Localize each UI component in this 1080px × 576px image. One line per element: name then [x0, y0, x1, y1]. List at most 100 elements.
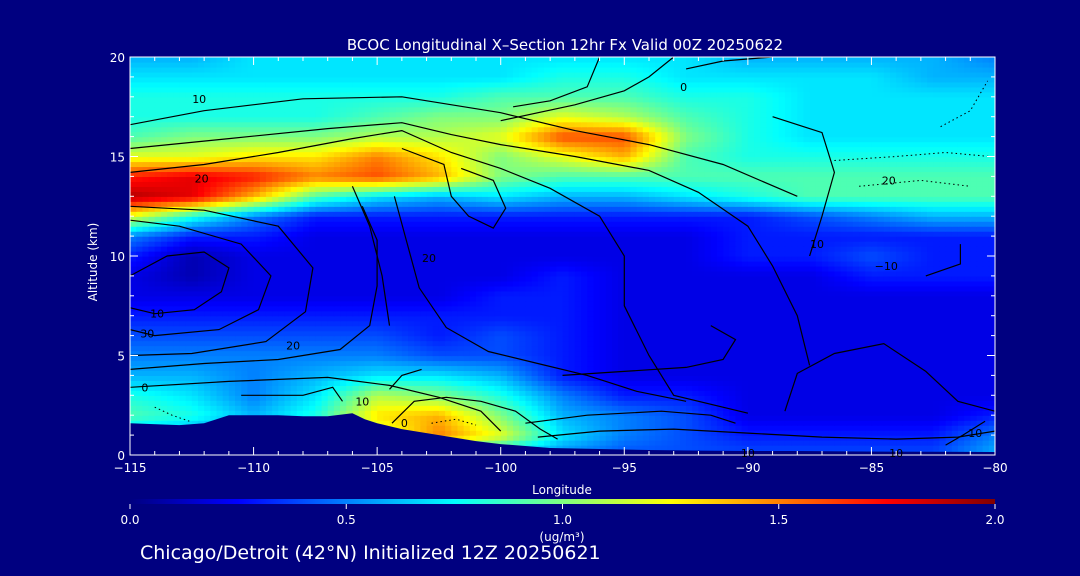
heatmap-cell: [173, 400, 180, 406]
heatmap-cell: [785, 316, 792, 322]
heatmap-cell: [513, 336, 520, 342]
heatmap-cell: [933, 445, 940, 451]
heatmap-cell: [346, 331, 353, 337]
heatmap-cell: [773, 395, 780, 401]
heatmap-cell: [680, 291, 687, 297]
heatmap-cell: [563, 326, 570, 332]
heatmap-cell: [532, 296, 539, 302]
heatmap-cell: [933, 360, 940, 366]
heatmap-cell: [847, 390, 854, 396]
heatmap-cell: [303, 336, 310, 342]
heatmap-cell: [575, 346, 582, 352]
heatmap-cell: [723, 385, 730, 391]
heatmap-cell: [470, 365, 477, 371]
heatmap-cell: [884, 356, 891, 362]
heatmap-cell: [705, 415, 712, 421]
heatmap-cell: [519, 360, 526, 366]
heatmap-cell: [976, 356, 983, 362]
heatmap-cell: [352, 326, 359, 332]
heatmap-cell: [655, 445, 662, 451]
heatmap-cell: [198, 400, 205, 406]
heatmap-cell: [915, 346, 922, 352]
heatmap-cell: [921, 395, 928, 401]
heatmap-cell: [334, 336, 341, 342]
heatmap-cell: [834, 331, 841, 337]
heatmap-cell: [785, 360, 792, 366]
heatmap-cell: [766, 311, 773, 317]
heatmap-cell: [476, 326, 483, 332]
heatmap-cell: [698, 331, 705, 337]
heatmap-cell: [927, 281, 934, 287]
heatmap-cell: [563, 286, 570, 292]
heatmap-cell: [569, 435, 576, 441]
heatmap-cell: [779, 336, 786, 342]
heatmap-cell: [890, 430, 897, 436]
heatmap-cell: [340, 360, 347, 366]
heatmap-cell: [297, 380, 304, 386]
heatmap-cell: [192, 291, 199, 297]
heatmap-cell: [668, 306, 675, 312]
heatmap-cell: [507, 276, 514, 282]
heatmap-cell: [754, 346, 761, 352]
heatmap-cell: [297, 331, 304, 337]
heatmap-cell: [427, 276, 434, 282]
heatmap-cell: [507, 336, 514, 342]
heatmap-cell: [346, 400, 353, 406]
heatmap-cell: [513, 365, 520, 371]
heatmap-cell: [532, 331, 539, 337]
heatmap-cell: [754, 420, 761, 426]
heatmap-cell: [377, 311, 384, 317]
heatmap-cell: [952, 390, 959, 396]
heatmap-cell: [655, 301, 662, 307]
heatmap-cell: [136, 286, 143, 292]
heatmap-cell: [161, 400, 168, 406]
heatmap-cell: [983, 410, 990, 416]
heatmap-cell: [519, 395, 526, 401]
heatmap-cell: [377, 370, 384, 376]
heatmap-cell: [544, 390, 551, 396]
heatmap-cell: [322, 356, 329, 362]
heatmap-cell: [365, 306, 372, 312]
heatmap-cell: [841, 356, 848, 362]
heatmap-cell: [179, 356, 186, 362]
heatmap-cell: [414, 326, 421, 332]
heatmap-cell: [729, 410, 736, 416]
heatmap-cell: [686, 356, 693, 362]
heatmap-cell: [890, 405, 897, 411]
heatmap-cell: [976, 410, 983, 416]
heatmap-cell: [476, 336, 483, 342]
heatmap-cell: [278, 301, 285, 307]
heatmap-cell: [748, 301, 755, 307]
heatmap-cell: [766, 341, 773, 347]
heatmap-cell: [909, 390, 916, 396]
heatmap-cell: [210, 410, 217, 416]
heatmap-cell: [451, 276, 458, 282]
heatmap-cell: [927, 326, 934, 332]
heatmap-cell: [729, 440, 736, 446]
heatmap-cell: [507, 341, 514, 347]
heatmap-cell: [902, 301, 909, 307]
heatmap-cell: [785, 346, 792, 352]
heatmap-cell: [674, 400, 681, 406]
heatmap-cell: [507, 420, 514, 426]
heatmap-cell: [742, 420, 749, 426]
heatmap-cell: [198, 375, 205, 381]
heatmap-cell: [779, 445, 786, 451]
heatmap-cell: [470, 346, 477, 352]
heatmap-cell: [853, 415, 860, 421]
heatmap-cell: [630, 435, 637, 441]
heatmap-cell: [859, 425, 866, 431]
heatmap-cell: [507, 286, 514, 292]
heatmap-cell: [433, 356, 440, 362]
heatmap-cell: [575, 336, 582, 342]
heatmap-cell: [179, 370, 186, 376]
heatmap-cell: [272, 331, 279, 337]
heatmap-cell: [952, 286, 959, 292]
heatmap-cell: [241, 321, 248, 327]
heatmap-cell: [828, 301, 835, 307]
heatmap-cell: [328, 341, 335, 347]
heatmap-cell: [946, 425, 953, 431]
heatmap-cell: [439, 306, 446, 312]
heatmap-cell: [618, 360, 625, 366]
heatmap-cell: [686, 380, 693, 386]
